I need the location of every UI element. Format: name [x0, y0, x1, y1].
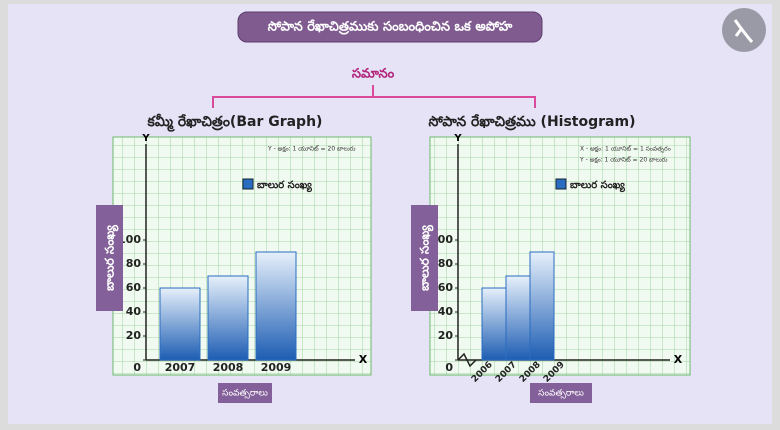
histogram-bar	[481, 287, 507, 361]
axis-break	[457, 352, 477, 368]
y-tick-label: 100	[118, 233, 141, 246]
bar	[159, 287, 201, 361]
x-axis-letter: X	[674, 353, 683, 366]
x-tick-label: 2008	[213, 361, 244, 374]
histogram-bar	[505, 275, 531, 361]
bar	[207, 275, 249, 361]
y-tick-label: 40	[438, 305, 454, 318]
graph-paper	[429, 136, 691, 376]
histogram-bar	[529, 251, 555, 361]
x-label-box	[218, 383, 272, 403]
y-axis-label: బాలుర సంఖ్య	[418, 225, 434, 291]
legend-swatch	[555, 178, 567, 190]
x-axis-letter: X	[359, 353, 368, 366]
y-tick-label: 20	[126, 329, 142, 342]
x-axis-label: సంవత్సరాలు	[222, 389, 268, 400]
y-axis-letter: Y	[453, 133, 462, 144]
scale-note: X - అక్షం: 1 యూనిట్ = 1 సంవత్సరం	[580, 145, 671, 154]
y-tick-label: 20	[438, 329, 454, 342]
y-tick-label: 80	[438, 257, 454, 270]
y-label-box	[96, 205, 123, 311]
title-banner	[237, 11, 543, 43]
bracket	[212, 85, 536, 108]
x-axis-label: సంవత్సరాలు	[538, 389, 584, 400]
y-label-box	[411, 205, 438, 311]
chart-title: కమ్మీ రేఖాచిత్రం(Bar Graph)	[147, 114, 323, 132]
y-tick-label: 40	[126, 305, 142, 318]
y-tick-label: 60	[126, 281, 142, 294]
chart-title: సోపాన రేఖాచిత్రము (Histogram)	[429, 114, 636, 131]
y-tick-label: 80	[126, 257, 142, 270]
slide-title: సోపాన రేఖాచిత్రముకు సంబంధించిన ఒక అపోహ	[268, 19, 513, 36]
y-tick-label: 0	[133, 361, 141, 374]
x-tick-label: 2009	[261, 361, 292, 374]
y-tick-label: 60	[438, 281, 454, 294]
legend-label: బాలుర సంఖ్య	[257, 180, 312, 193]
x-tick-label: 2007	[165, 361, 196, 374]
y-tick-label: 0	[445, 361, 453, 374]
bar	[255, 251, 297, 361]
legend-label: బాలుర సంఖ్య	[570, 180, 625, 193]
scale-note: Y - అక్షం: 1 యూనిట్ = 20 బాలురు	[579, 156, 667, 164]
y-axis-label: బాలుర సంఖ్య	[103, 225, 119, 291]
y-axis-letter: Y	[141, 133, 150, 144]
x-label-box	[530, 383, 592, 403]
logo-mark	[733, 19, 754, 43]
legend-swatch	[242, 178, 254, 190]
scale-note: Y - అక్షం: 1 యూనిట్ = 20 బాలురు	[267, 145, 355, 153]
charts: కమ్మీ రేఖాచిత్రం(Bar Graph) Y - అక్షం: 1 …	[96, 114, 691, 403]
comparison-label: సమానం	[352, 67, 395, 82]
